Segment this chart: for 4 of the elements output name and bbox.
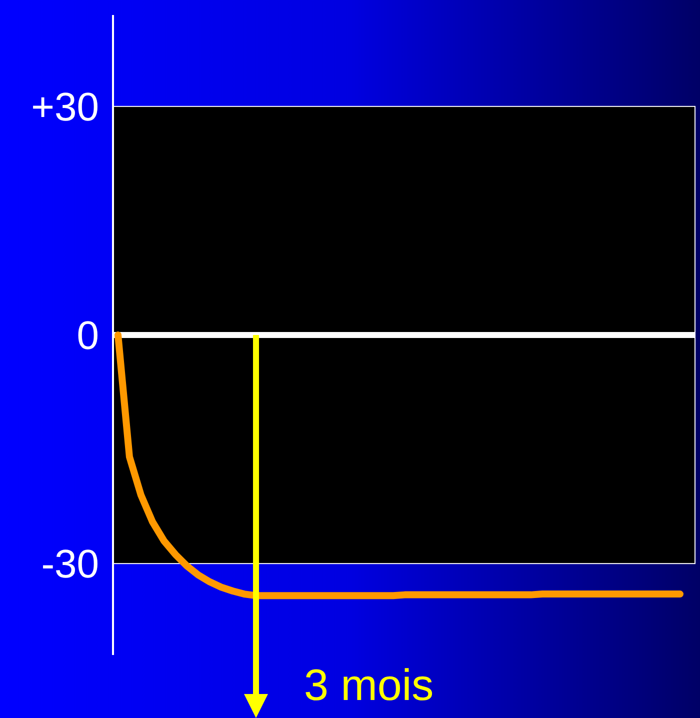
y-tick-label: +30 [31,85,99,130]
y-tick-label: -30 [41,542,99,587]
y-tick-label: 0 [76,314,99,358]
text: 3 mois [304,661,434,710]
